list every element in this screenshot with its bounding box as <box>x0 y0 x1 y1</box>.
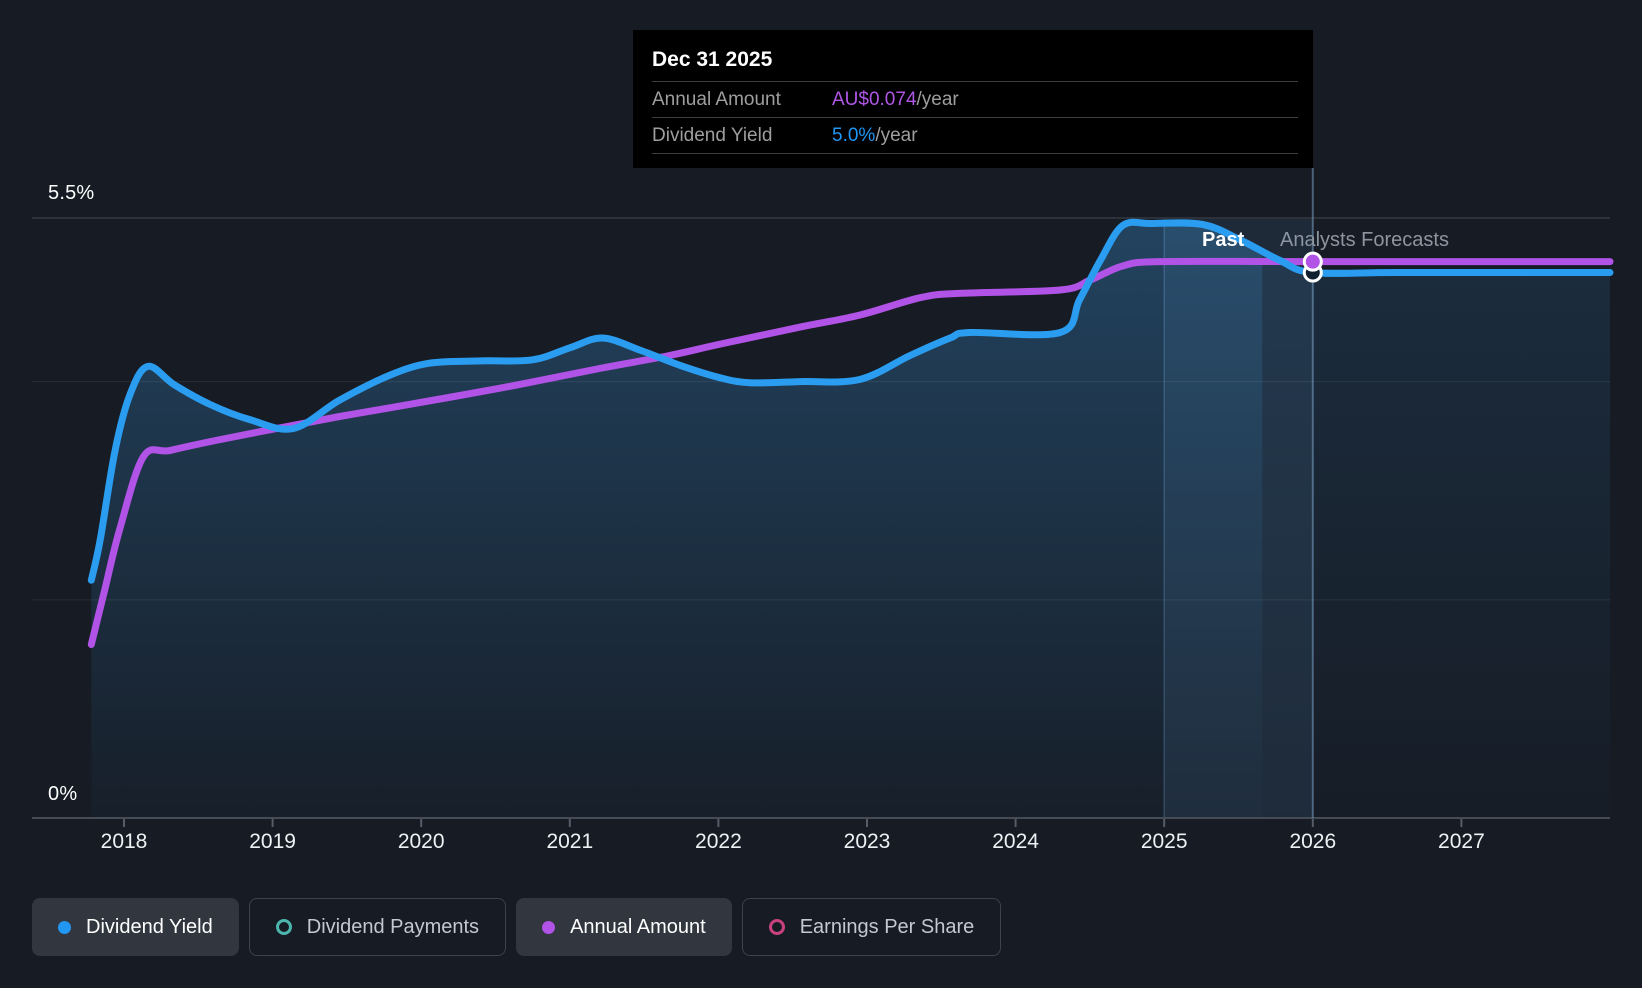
legend-ring-icon <box>768 919 785 935</box>
x-tick-label-2026: 2026 <box>1289 830 1337 853</box>
y-axis-label-max: 5.5% <box>48 182 95 204</box>
x-tick-label-2023: 2023 <box>843 830 891 853</box>
analysts-forecasts-label: Analysts Forecasts <box>1280 229 1449 251</box>
x-tick-label-2019: 2019 <box>249 830 296 853</box>
hover-tooltip: Dec 31 2025 Annual Amount AU$0.074/year Di… <box>633 30 1313 168</box>
x-tick-label-2025: 2025 <box>1140 830 1188 853</box>
legend-button-dividend-payments[interactable]: Dividend Payments <box>248 898 507 956</box>
legend-button-annual-amount[interactable]: Annual Amount <box>516 898 732 956</box>
highlight-band-2025 <box>1164 219 1313 818</box>
legend-ring-icon <box>275 919 292 935</box>
legend-label: Dividend Payments <box>306 915 480 938</box>
x-tick-label-2020: 2020 <box>397 830 445 853</box>
legend-dot-icon <box>542 920 556 934</box>
tooltip-rows: Annual Amount AU$0.074/year Dividend Yield… <box>652 81 1298 154</box>
legend-label: Dividend Yield <box>86 915 213 938</box>
x-tick-label-2021: 2021 <box>546 830 594 853</box>
hover-point-annual-amount[interactable] <box>1302 251 1323 272</box>
x-tick-label-2024: 2024 <box>992 830 1039 853</box>
tooltip-row-label: Dividend Yield <box>652 124 773 146</box>
x-tick-label-2022: 2022 <box>695 830 742 853</box>
tooltip-row-label: Annual Amount <box>652 88 781 110</box>
legend: Dividend Yield Dividend Payments Annual Am… <box>32 898 1002 956</box>
tooltip-row-suffix: /year <box>875 124 918 146</box>
tooltip-row-value: 5.0% <box>832 124 876 146</box>
legend-label: Earnings Per Share <box>799 915 975 938</box>
annual-amount-line[interactable] <box>87 257 1614 648</box>
x-tick-label-2018: 2018 <box>100 830 148 853</box>
dividend-yield-area-forecast <box>1262 251 1610 818</box>
legend-label: Annual Amount <box>570 915 706 938</box>
tooltip-row-dividend-yield: Dividend Yield 5.0%/year <box>652 117 1298 153</box>
y-axis-label-zero: 0% <box>48 783 78 805</box>
x-tick-label-2027: 2027 <box>1438 830 1485 853</box>
tooltip-row-annual-amount: Annual Amount AU$0.074/year <box>652 81 1298 117</box>
tooltip-date-title: Dec 31 2025 <box>652 48 773 71</box>
tooltip-row-value: AU$0.074 <box>832 88 917 110</box>
tooltip-row-suffix: /year <box>916 88 959 110</box>
dividend-yield-line[interactable] <box>87 218 1614 584</box>
legend-button-dividend-yield[interactable]: Dividend Yield <box>32 898 239 956</box>
past-label: Past <box>1202 229 1245 251</box>
dividend-yield-area-past <box>91 222 1263 818</box>
legend-dot-icon <box>58 920 71 934</box>
legend-button-earnings-per-share[interactable]: Earnings Per Share <box>741 898 1002 956</box>
